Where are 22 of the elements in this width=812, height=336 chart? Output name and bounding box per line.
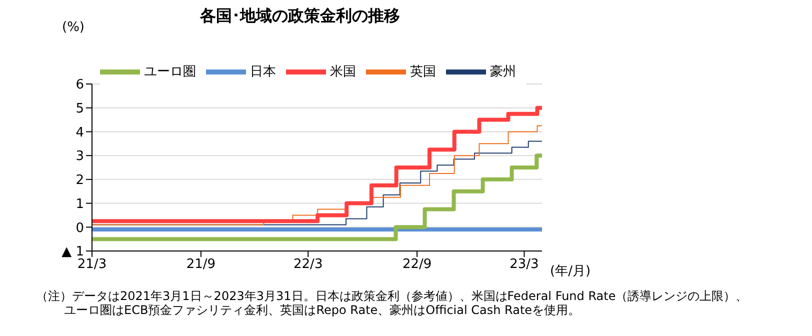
x-tick-label: 21/9 (186, 257, 216, 272)
y-tick-label: 3 (76, 149, 84, 164)
y-axis-title: (%) (62, 20, 84, 35)
legend-label: 米国 (330, 64, 356, 80)
legend-label: 英国 (410, 64, 436, 80)
x-tick-label: 22/9 (402, 257, 432, 272)
y-tick-label: 5 (76, 101, 84, 116)
y-tick-label: 6 (76, 78, 84, 93)
x-tick-label: 22/3 (294, 257, 323, 272)
legend-label: 日本 (250, 64, 276, 80)
text: （注）データは2021年3月1日～2023年3月31日。日本は政策金利（参考値）、米国はFederal Fund Rate（誘導レンジの上限）、 (36, 288, 748, 304)
y-tick-label: 0 (76, 220, 84, 236)
legend-label: ユーロ圏 (144, 64, 196, 80)
x-tick-label: 21/3 (77, 257, 107, 272)
y-tick-label: 2 (76, 173, 84, 188)
text: ユーロ圏はECB預金ファシリティ金利、英国はRepo Rate、豪州はOfficial Cash Rateを使用。 (64, 302, 580, 319)
y-tick-label: 4 (76, 125, 84, 140)
x-axis-title: (年/月) (550, 263, 591, 280)
y-tick-label: 1 (76, 196, 84, 212)
legend-label: 豪州 (490, 64, 516, 80)
x-tick-label: 23/3 (510, 257, 539, 272)
chart-title: 各国･地域の政策金利の推移 (198, 6, 401, 27)
